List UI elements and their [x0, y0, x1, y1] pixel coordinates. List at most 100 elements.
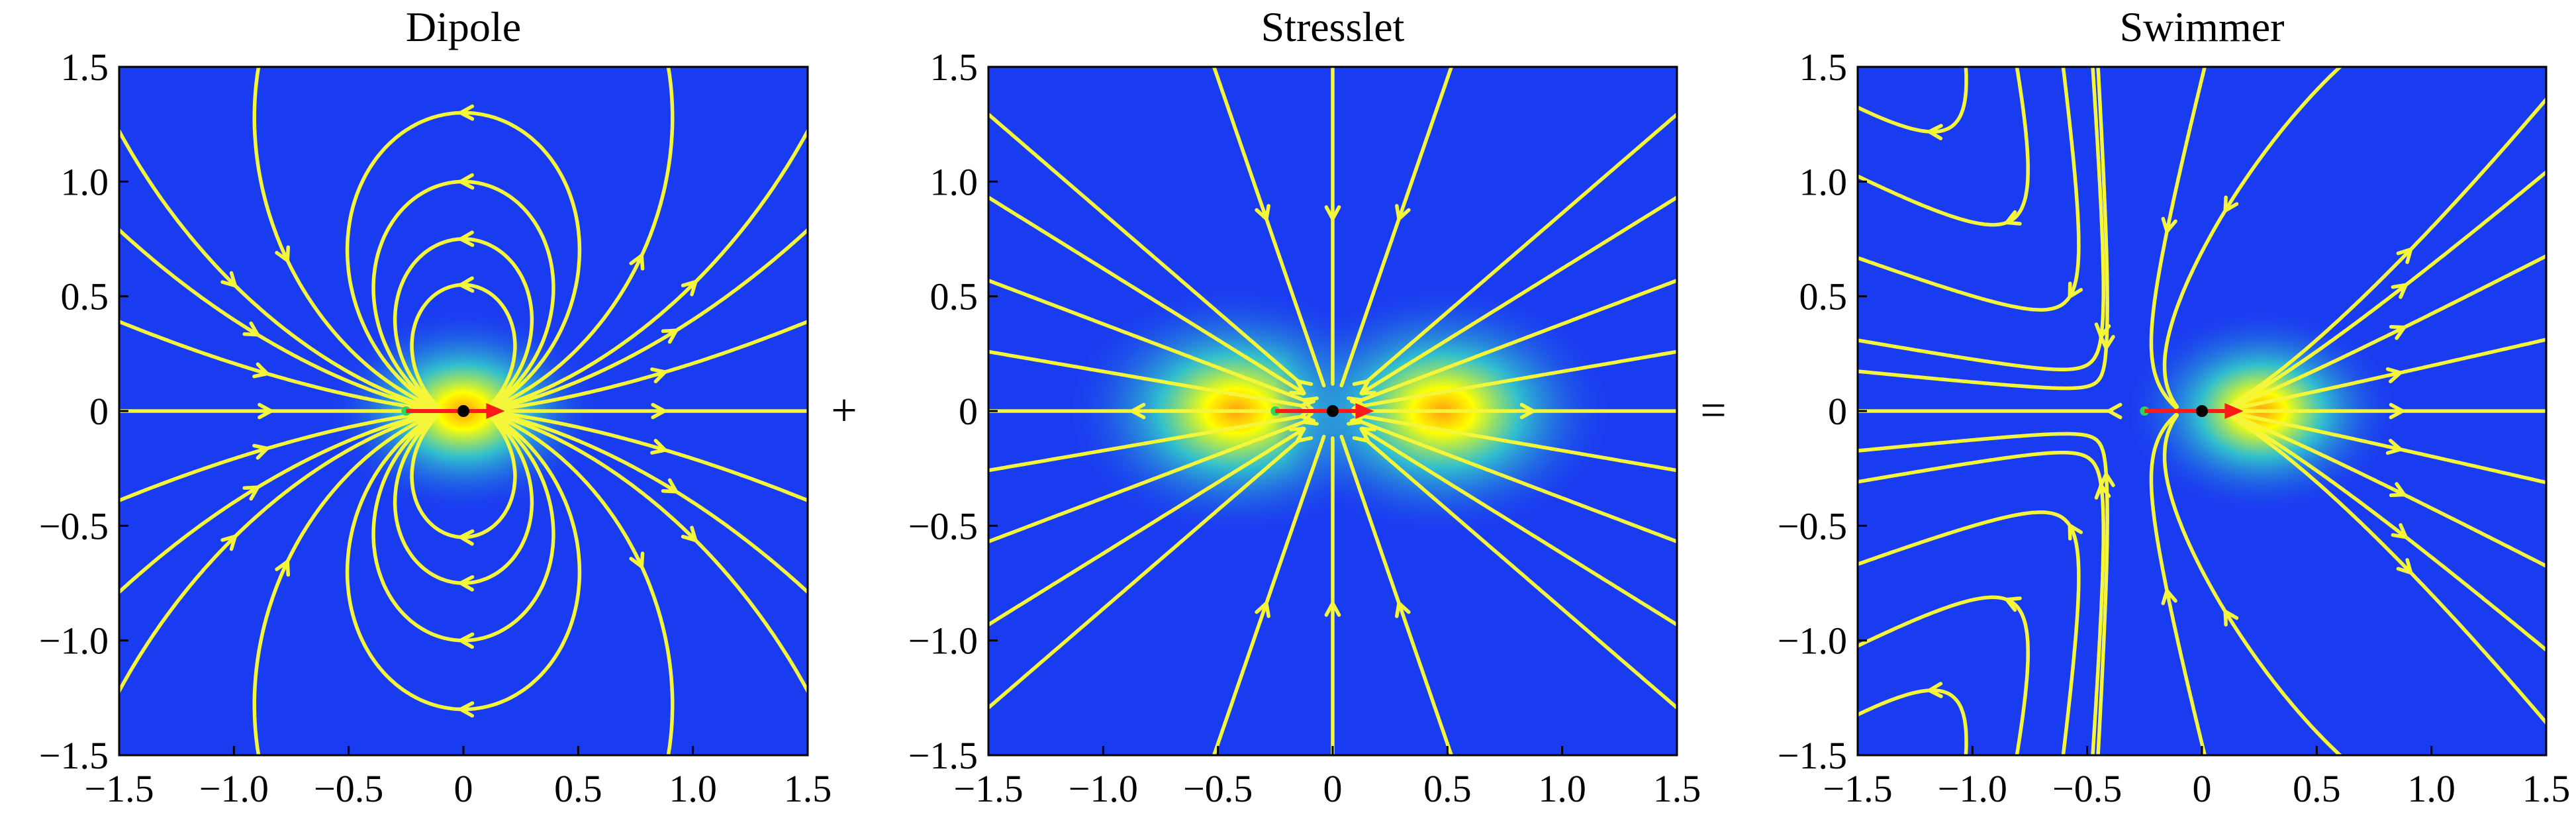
swimmer-center-dot — [457, 405, 469, 417]
y-tick-label: 0 — [959, 390, 978, 433]
x-tick-label: −1.0 — [1069, 767, 1138, 810]
y-tick-label: −0.5 — [908, 504, 978, 547]
streamline-direction-arrow — [1302, 410, 1319, 426]
streamline — [1858, 688, 1968, 755]
y-tick-label: −1.5 — [908, 734, 978, 777]
streamline — [487, 227, 808, 412]
streamline-direction-arrow — [2391, 283, 2408, 299]
streamline-direction-arrow — [2005, 596, 2022, 612]
x-tick-label: 0 — [454, 767, 473, 810]
x-tick-label: 0 — [1323, 767, 1343, 810]
streamline-direction-arrow — [2005, 210, 2022, 226]
streamline — [2225, 169, 2546, 411]
plot-area-dipole: −1.5 −1.0 −0.5 0 0.5 1.0 1.5 1.5 1.0 0.5 0 −0.5 −1.0… — [39, 46, 832, 810]
streamline-direction-arrow — [1324, 601, 1341, 617]
plus-operator: + — [831, 385, 857, 436]
streamlines — [119, 67, 808, 755]
y-tick-label: −1.5 — [1778, 734, 1847, 777]
streamline-direction-arrow — [459, 632, 475, 649]
streamline-direction-arrow — [220, 271, 237, 288]
swimmer-center-dot — [1327, 405, 1339, 417]
x-tick-label: −0.5 — [314, 767, 383, 810]
streamline-direction-arrow — [459, 104, 475, 121]
x-tick-label: 1.5 — [784, 767, 832, 810]
streamline-direction-arrow — [1255, 204, 1270, 221]
streamline — [1212, 434, 1326, 755]
x-tick-label: 0.5 — [2293, 767, 2341, 810]
streamline-direction-arrow — [1130, 402, 1146, 420]
y-tick-label: 1.0 — [1799, 160, 1848, 203]
streamline-direction-arrow — [2396, 558, 2413, 575]
streamline-direction-arrow — [661, 478, 679, 494]
y-tick-label: −0.5 — [1778, 504, 1847, 547]
streamline-direction-arrow — [2068, 281, 2083, 299]
swimmer-center-dot — [2196, 405, 2208, 417]
streamline-direction-arrow — [2099, 472, 2115, 488]
y-tick-label: 0.5 — [1799, 275, 1848, 318]
streamline-direction-arrow — [1395, 601, 1411, 618]
equals-operator: = — [1700, 385, 1726, 436]
streamline-direction-arrow — [2161, 588, 2177, 606]
x-tick-label: −1.5 — [84, 767, 154, 810]
x-tick-label: 1.5 — [1653, 767, 1701, 810]
streamline-direction-arrow — [242, 321, 260, 337]
x-tick-label: 1.0 — [669, 767, 717, 810]
streamline-direction-arrow — [1519, 402, 1535, 420]
streamline-direction-arrow — [459, 701, 475, 718]
streamlines — [1858, 67, 2546, 755]
streamline-direction-arrow — [2391, 523, 2408, 539]
y-tick-label: 0.5 — [930, 275, 978, 318]
y-tick-label: −1.0 — [39, 620, 109, 663]
streamline-direction-arrow — [681, 279, 698, 297]
streamline — [1339, 434, 1454, 755]
streamline-direction-arrow — [2389, 324, 2407, 340]
x-tick-label: 1.0 — [2407, 767, 2456, 810]
y-tick-label: 1.5 — [930, 46, 978, 89]
streamline-direction-arrow — [1927, 124, 1943, 140]
streamline-direction-arrow — [2385, 438, 2403, 455]
y-tick-label: −1.0 — [908, 620, 978, 663]
streamline — [1858, 67, 1968, 134]
x-tick-label: −0.5 — [1183, 767, 1253, 810]
y-tick-label: −1.5 — [39, 734, 109, 777]
streamline-direction-arrow — [629, 254, 645, 271]
streamline-direction-arrow — [459, 529, 475, 546]
streamline-direction-arrow — [1352, 426, 1369, 443]
y-tick-label: 0 — [1828, 390, 1847, 433]
x-tick-label: 0.5 — [554, 767, 602, 810]
streamline — [1339, 67, 1454, 388]
streamline-direction-arrow — [2107, 402, 2123, 420]
streamline — [119, 410, 440, 595]
y-tick-label: 1.5 — [1799, 46, 1848, 89]
streamline-direction-arrow — [275, 245, 291, 263]
streamline-direction-arrow — [459, 276, 475, 293]
streamline-direction-arrow — [258, 402, 273, 420]
streamline-direction-arrow — [1324, 205, 1341, 221]
panel-stresslet: Stresslet −1.5 −1.0 −0.5 0 0.5 1.0 1.5 1.5 1.0 0.… — [908, 3, 1701, 810]
swimmer-orientation-arrowhead — [486, 403, 505, 419]
y-tick-label: −0.5 — [39, 504, 109, 547]
streamline-direction-arrow — [275, 559, 291, 577]
streamline-direction-arrow — [459, 575, 475, 592]
streamline-direction-arrow — [1255, 601, 1270, 618]
y-tick-label: 0 — [89, 390, 109, 433]
x-tick-label: −1.0 — [199, 767, 269, 810]
x-tick-label: −0.5 — [2052, 767, 2122, 810]
plot-area-stresslet: −1.5 −1.0 −0.5 0 0.5 1.0 1.5 1.5 1.0 0.5 0 −0.5 −1.0… — [908, 46, 1701, 810]
streamline-direction-arrow — [1296, 426, 1313, 443]
swimmer-orientation-arrowhead — [2224, 403, 2244, 419]
streamline — [2227, 412, 2546, 569]
panel-dipole: Dipole −1.5 −1.0 −0.5 0 0.5 1.0 1.51.51.00.50−… — [39, 3, 832, 810]
x-tick-label: −1.0 — [1938, 767, 2007, 810]
streamline-direction-arrow — [2161, 216, 2177, 234]
panel-title-stresslet: Stresslet — [1261, 3, 1405, 50]
streamline — [2227, 254, 2546, 410]
y-tick-label: −1.0 — [1778, 620, 1847, 663]
swimmer-orientation-arrowhead — [1355, 403, 1374, 419]
streamline-direction-arrow — [2389, 402, 2405, 420]
plot-area-swimmer: −1.5 −1.0 −0.5 0 0.5 1.0 1.5 1.5 1.0 0.5 0 −0.5 −1.0… — [1778, 46, 2570, 810]
streamline-direction-arrow — [252, 443, 269, 460]
streamline-direction-arrow — [220, 534, 237, 551]
panel-title-dipole: Dipole — [406, 3, 521, 50]
